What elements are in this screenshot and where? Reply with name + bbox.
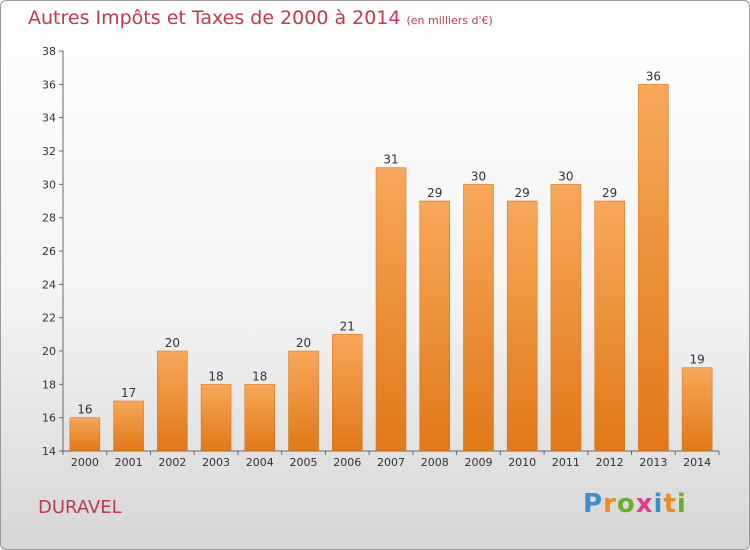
y-tick-label: 16 [42,412,56,425]
data-labels: 16 17 20 18 18 20 21 31 29 30 29 30 29 36 19 [77,69,705,416]
x-tick-label: 2002 [158,456,186,469]
y-tick-label: 22 [42,312,56,325]
x-tick-label: 2009 [464,456,492,469]
bar-2014 [681,367,713,452]
data-label-2002: 20 [165,336,180,350]
data-label-2003: 18 [208,369,223,383]
y-tick-label: 36 [42,78,56,91]
bar-2003 [200,384,232,452]
data-label-2007: 31 [383,153,398,167]
y-tick-label: 18 [42,378,56,391]
bar-2007 [375,167,407,452]
logo-letter: t [663,489,677,519]
bar-2012 [594,200,625,452]
bar-2010 [506,200,538,452]
x-tick-label: 2012 [596,456,624,469]
logo-letter: x [635,489,654,519]
data-label-2008: 29 [427,186,442,200]
logo-letter: i [653,489,664,519]
x-tick-label: 2014 [683,456,711,469]
x-tick-label: 2008 [421,456,449,469]
bar-2002 [157,350,188,452]
place-name: DURAVEL [38,497,122,518]
y-tick-label: 34 [42,112,56,125]
x-tick-label: 2010 [508,456,536,469]
bar-2006 [332,334,363,452]
x-tick-label: 2004 [246,456,274,469]
x-tick-label: 2003 [202,456,230,469]
bar-2008 [419,200,450,452]
proxiti-logo: Proxiti [583,489,687,519]
chart-title: Autres Impôts et Taxes de 2000 à 2014 (en… [28,7,493,29]
y-tick-label: 20 [42,345,56,358]
bar-2001 [113,400,144,452]
data-label-2014: 19 [689,353,704,367]
data-label-2010: 29 [515,186,530,200]
data-label-2009: 30 [471,169,486,183]
logo-letter: P [583,489,604,519]
data-label-2012: 29 [602,186,617,200]
y-tick-label: 28 [42,212,56,225]
data-label-2013: 36 [646,69,661,83]
chart-title-text: Autres Impôts et Taxes de 2000 à 2014 [28,7,401,29]
x-tick-label: 2001 [115,456,143,469]
y-tick-label: 30 [42,178,56,191]
y-tick-label: 24 [42,278,56,291]
data-label-2004: 18 [252,369,267,383]
x-tick-label: 2006 [333,456,361,469]
y-tick-label: 26 [42,245,56,258]
y-tick-label: 38 [42,45,56,58]
data-label-2006: 21 [340,319,355,333]
bar-2004 [244,384,276,452]
x-tick-label: 2000 [71,456,99,469]
bar-2009 [463,184,494,452]
y-tick-label: 32 [42,145,56,158]
bar-2011 [550,184,582,452]
x-tick-label: 2013 [639,456,667,469]
bar-2005 [288,350,319,452]
y-tick-label: 14 [42,445,56,458]
logo-letter: o [616,489,636,519]
bar-2000 [69,417,101,452]
chart-unit-label: (en milliers d'€) [406,14,493,27]
x-tick-label: 2007 [377,456,405,469]
x-tick-label: 2005 [290,456,318,469]
x-tick-label: 2011 [552,456,580,469]
logo-letter: i [676,489,687,519]
data-label-2005: 20 [296,336,311,350]
data-label-2000: 16 [77,403,92,417]
data-label-2011: 30 [558,169,573,183]
logo-letter: r [603,489,617,519]
data-label-2001: 17 [121,386,136,400]
bars [69,84,713,452]
bar-2013 [638,84,669,452]
